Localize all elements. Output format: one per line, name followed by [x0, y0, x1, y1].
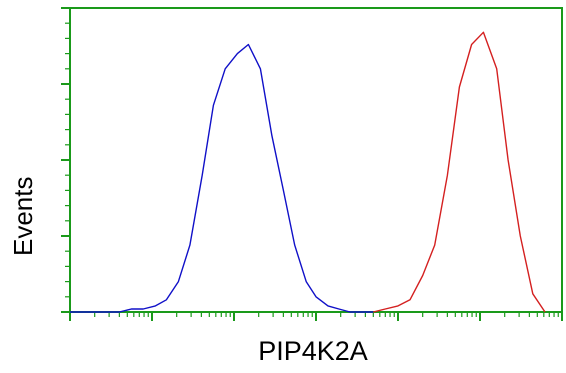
axis-ticks	[61, 7, 563, 321]
series-line-2	[373, 31, 546, 313]
y-axis-label: Events	[8, 176, 38, 257]
series-line-1	[70, 43, 374, 313]
plot-frame	[69, 7, 563, 313]
x-axis-label: PIP4K2A	[258, 336, 368, 366]
histogram-series	[70, 31, 546, 313]
plot-axes	[69, 7, 563, 313]
